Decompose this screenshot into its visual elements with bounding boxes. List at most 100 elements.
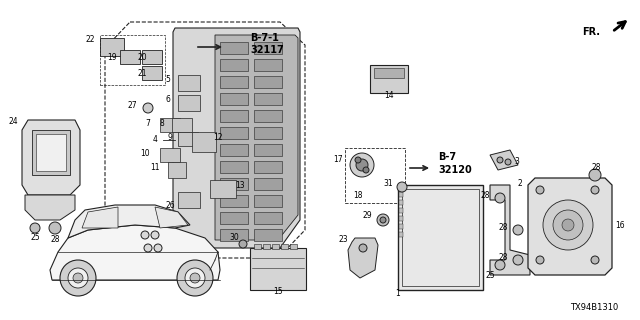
Circle shape <box>141 231 149 239</box>
Text: 5: 5 <box>166 76 170 84</box>
Circle shape <box>350 153 374 177</box>
Bar <box>220 110 248 122</box>
Circle shape <box>355 157 361 163</box>
Text: 8: 8 <box>159 118 164 127</box>
Circle shape <box>591 256 599 264</box>
Circle shape <box>380 217 386 223</box>
Text: 18: 18 <box>353 190 363 199</box>
Bar <box>254 212 282 224</box>
Text: 25: 25 <box>485 270 495 279</box>
Circle shape <box>497 157 503 163</box>
Circle shape <box>589 169 601 181</box>
Text: 27: 27 <box>127 100 137 109</box>
Text: 28: 28 <box>499 253 508 262</box>
Polygon shape <box>155 207 188 228</box>
Bar <box>142 66 162 80</box>
Circle shape <box>190 273 200 283</box>
Text: 28: 28 <box>481 190 490 199</box>
Polygon shape <box>173 28 300 248</box>
Circle shape <box>239 240 247 248</box>
Circle shape <box>377 214 389 226</box>
Text: 7: 7 <box>145 118 150 127</box>
Bar <box>254 178 282 190</box>
Circle shape <box>60 260 96 296</box>
Text: 22: 22 <box>86 36 95 44</box>
Text: 15: 15 <box>273 287 283 297</box>
Circle shape <box>536 186 544 194</box>
Bar <box>178 95 200 111</box>
Bar <box>220 76 248 88</box>
Text: 29: 29 <box>362 211 372 220</box>
Text: 12: 12 <box>213 133 223 142</box>
Circle shape <box>359 244 367 252</box>
Bar <box>399 216 403 221</box>
Bar <box>254 161 282 173</box>
Text: 25: 25 <box>30 234 40 243</box>
Text: 11: 11 <box>150 164 160 172</box>
Bar <box>374 68 404 78</box>
Bar <box>250 248 306 290</box>
Bar <box>178 132 198 146</box>
Bar <box>178 192 200 208</box>
Bar <box>220 229 248 241</box>
Bar <box>399 232 403 237</box>
Polygon shape <box>68 205 190 238</box>
Bar <box>220 144 248 156</box>
Circle shape <box>536 256 544 264</box>
Text: 20: 20 <box>137 53 147 62</box>
Circle shape <box>154 244 162 252</box>
Bar <box>172 118 192 132</box>
Bar <box>220 212 248 224</box>
Circle shape <box>513 225 523 235</box>
Bar <box>399 192 403 197</box>
Bar <box>142 50 162 64</box>
Circle shape <box>68 268 88 288</box>
Bar <box>254 127 282 139</box>
Polygon shape <box>490 150 518 170</box>
Bar <box>263 244 270 249</box>
Bar <box>345 148 405 203</box>
Circle shape <box>151 231 159 239</box>
Bar <box>254 244 261 249</box>
Text: 28: 28 <box>499 223 508 233</box>
Bar <box>168 162 186 178</box>
Circle shape <box>49 222 61 234</box>
Circle shape <box>505 159 511 165</box>
Circle shape <box>144 244 152 252</box>
Circle shape <box>513 255 523 265</box>
Circle shape <box>591 186 599 194</box>
Circle shape <box>397 182 407 192</box>
Bar <box>399 224 403 229</box>
Text: FR.: FR. <box>582 27 600 37</box>
Text: 3: 3 <box>514 157 519 166</box>
Polygon shape <box>528 178 612 275</box>
Text: 31: 31 <box>383 179 393 188</box>
Bar <box>120 50 140 64</box>
Text: 32117: 32117 <box>250 45 284 55</box>
Bar <box>210 180 236 198</box>
Bar <box>398 185 483 290</box>
Text: B-7: B-7 <box>438 152 456 162</box>
Circle shape <box>495 260 505 270</box>
Bar <box>178 75 200 91</box>
Bar <box>220 127 248 139</box>
Text: 24: 24 <box>8 117 18 126</box>
Bar <box>36 134 66 171</box>
Text: 1: 1 <box>396 290 401 299</box>
Bar <box>220 93 248 105</box>
Bar <box>254 229 282 241</box>
Text: 32120: 32120 <box>438 165 472 175</box>
Text: 6: 6 <box>166 95 170 105</box>
Bar <box>220 161 248 173</box>
Polygon shape <box>82 207 118 228</box>
Bar <box>254 195 282 207</box>
Circle shape <box>143 103 153 113</box>
Polygon shape <box>50 225 220 280</box>
Polygon shape <box>25 195 75 220</box>
Bar <box>399 208 403 213</box>
Bar <box>254 93 282 105</box>
Text: TX94B1310: TX94B1310 <box>570 303 618 313</box>
Bar <box>370 65 408 93</box>
Polygon shape <box>215 35 298 240</box>
Text: 16: 16 <box>615 220 625 229</box>
